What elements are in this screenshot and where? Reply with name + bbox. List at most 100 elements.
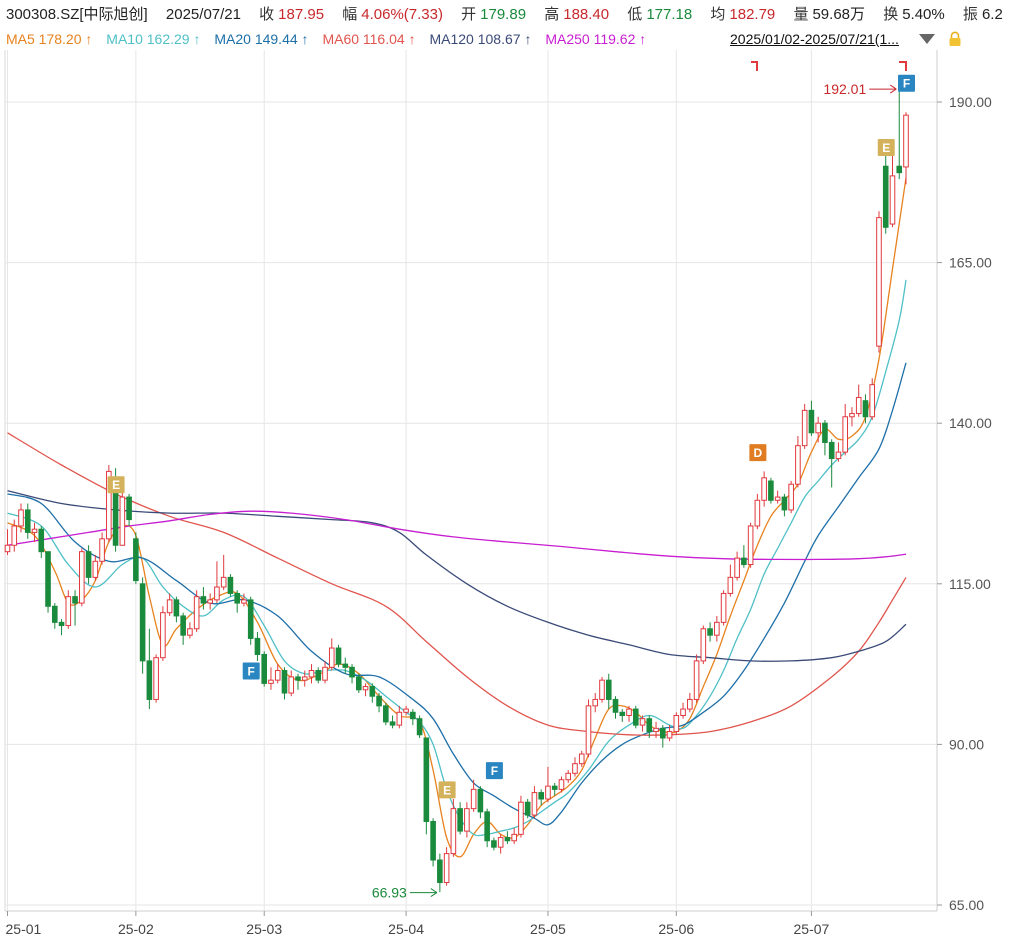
candle-body xyxy=(234,592,240,604)
amplitude-label: 振 xyxy=(962,6,978,23)
chevron-down-icon[interactable] xyxy=(919,34,935,44)
candle xyxy=(619,709,626,722)
ma60-legend[interactable]: MA60 116.04 ↑ xyxy=(322,31,415,47)
ma120-legend[interactable]: MA120 108.67 ↑ xyxy=(429,31,531,47)
candle-body xyxy=(119,496,126,546)
ma10-value: MA10 162.29 xyxy=(106,31,190,47)
candle-body xyxy=(788,483,794,511)
candle xyxy=(693,654,700,703)
candle-body xyxy=(389,721,396,726)
candle-body xyxy=(578,753,585,765)
ma5-legend[interactable]: MA5 178.20 ↑ xyxy=(6,31,92,47)
candle-body xyxy=(849,413,855,418)
candle-body xyxy=(700,628,707,662)
candle-body xyxy=(484,811,490,842)
candle xyxy=(166,593,173,616)
candle xyxy=(396,705,403,729)
signal-badge-f: F xyxy=(485,762,503,780)
ma5-value: MA5 178.20 xyxy=(6,31,82,47)
candle xyxy=(835,442,842,462)
range-start-bracket xyxy=(751,61,758,71)
candle xyxy=(862,394,869,424)
candle-body xyxy=(538,792,544,800)
candle xyxy=(497,834,504,854)
candle-body xyxy=(45,551,51,607)
candle-body xyxy=(126,496,132,521)
candle-body xyxy=(173,599,180,617)
candle-body xyxy=(470,788,477,810)
ma-legend: MA5 178.20 ↑ MA10 162.29 ↑ MA20 149.44 ↑… xyxy=(6,28,1024,50)
ma20-legend[interactable]: MA20 149.44 ↑ xyxy=(214,31,308,47)
candle xyxy=(727,564,734,597)
candle-body xyxy=(558,779,565,790)
ma-lines xyxy=(7,177,907,858)
candle xyxy=(855,384,862,417)
candle xyxy=(24,503,31,539)
close-value: 187.95 xyxy=(278,6,325,23)
candle-body xyxy=(18,509,24,527)
date-range-selector[interactable]: 2025/01/02-2025/07/21(1... xyxy=(730,31,899,47)
ma250-legend[interactable]: MA250 119.62 ↑ xyxy=(545,31,646,47)
candle-body xyxy=(335,647,342,665)
min-price-marker: 66.93 xyxy=(372,885,438,901)
candle-body xyxy=(741,557,747,566)
candle xyxy=(768,477,774,504)
low-label: 低 xyxy=(627,6,643,23)
ma20-trend-icon: ↑ xyxy=(301,31,309,47)
candle xyxy=(99,532,105,565)
candle-body xyxy=(896,165,903,174)
candle-body xyxy=(457,808,463,832)
candle-body xyxy=(862,400,869,418)
badge-letter: E xyxy=(882,141,890,155)
marker-label: 66.93 xyxy=(372,885,407,901)
ma10-legend[interactable]: MA10 162.29 ↑ xyxy=(106,31,200,47)
candle xyxy=(160,606,166,661)
lock-icon[interactable] xyxy=(948,31,962,47)
candle xyxy=(355,673,362,694)
badge-box xyxy=(898,74,915,92)
candle xyxy=(774,490,781,504)
candle-body xyxy=(369,686,376,697)
candle-body xyxy=(801,409,808,447)
candle xyxy=(227,574,234,597)
candle-body xyxy=(592,698,599,707)
candle-body xyxy=(673,714,680,733)
candle-body xyxy=(768,480,774,501)
candle-body xyxy=(355,676,362,691)
candle xyxy=(484,808,490,848)
candle xyxy=(653,721,659,738)
candle xyxy=(457,802,463,835)
candle xyxy=(808,400,815,437)
candle xyxy=(504,831,511,844)
candle-body xyxy=(214,586,220,601)
candle xyxy=(470,779,477,812)
quote-bar: 300308.SZ[中际旭创] 2025/07/21 收 187.95 幅 4.06… xyxy=(6,4,1024,26)
candle xyxy=(443,847,450,886)
candle xyxy=(741,545,747,568)
candle-body xyxy=(85,551,92,578)
x-tick-label: 25-01 xyxy=(6,921,42,937)
amplitude-value: 6.2 xyxy=(981,6,1003,23)
y-tick-label: 90.00 xyxy=(949,736,984,752)
candle-body xyxy=(524,801,531,816)
candle-body xyxy=(572,763,578,774)
candle xyxy=(747,522,754,568)
candle xyxy=(58,619,65,636)
candle-body xyxy=(781,496,788,511)
candle-body xyxy=(822,422,828,443)
candle xyxy=(295,673,301,690)
badge-box xyxy=(877,138,895,156)
candle xyxy=(524,799,531,819)
candle xyxy=(268,667,274,690)
axes: 190.00 165.00 140.00 115.00 90.00 65.00 25-01 2… xyxy=(6,94,993,937)
candle-body xyxy=(511,833,517,842)
candle xyxy=(247,596,254,645)
candle xyxy=(31,522,38,543)
candle-body xyxy=(815,422,821,434)
candle xyxy=(869,378,876,420)
signal-badge-e: E xyxy=(877,138,895,156)
volume-label: 量 xyxy=(793,6,809,23)
signal-badge-f: F xyxy=(242,662,260,680)
